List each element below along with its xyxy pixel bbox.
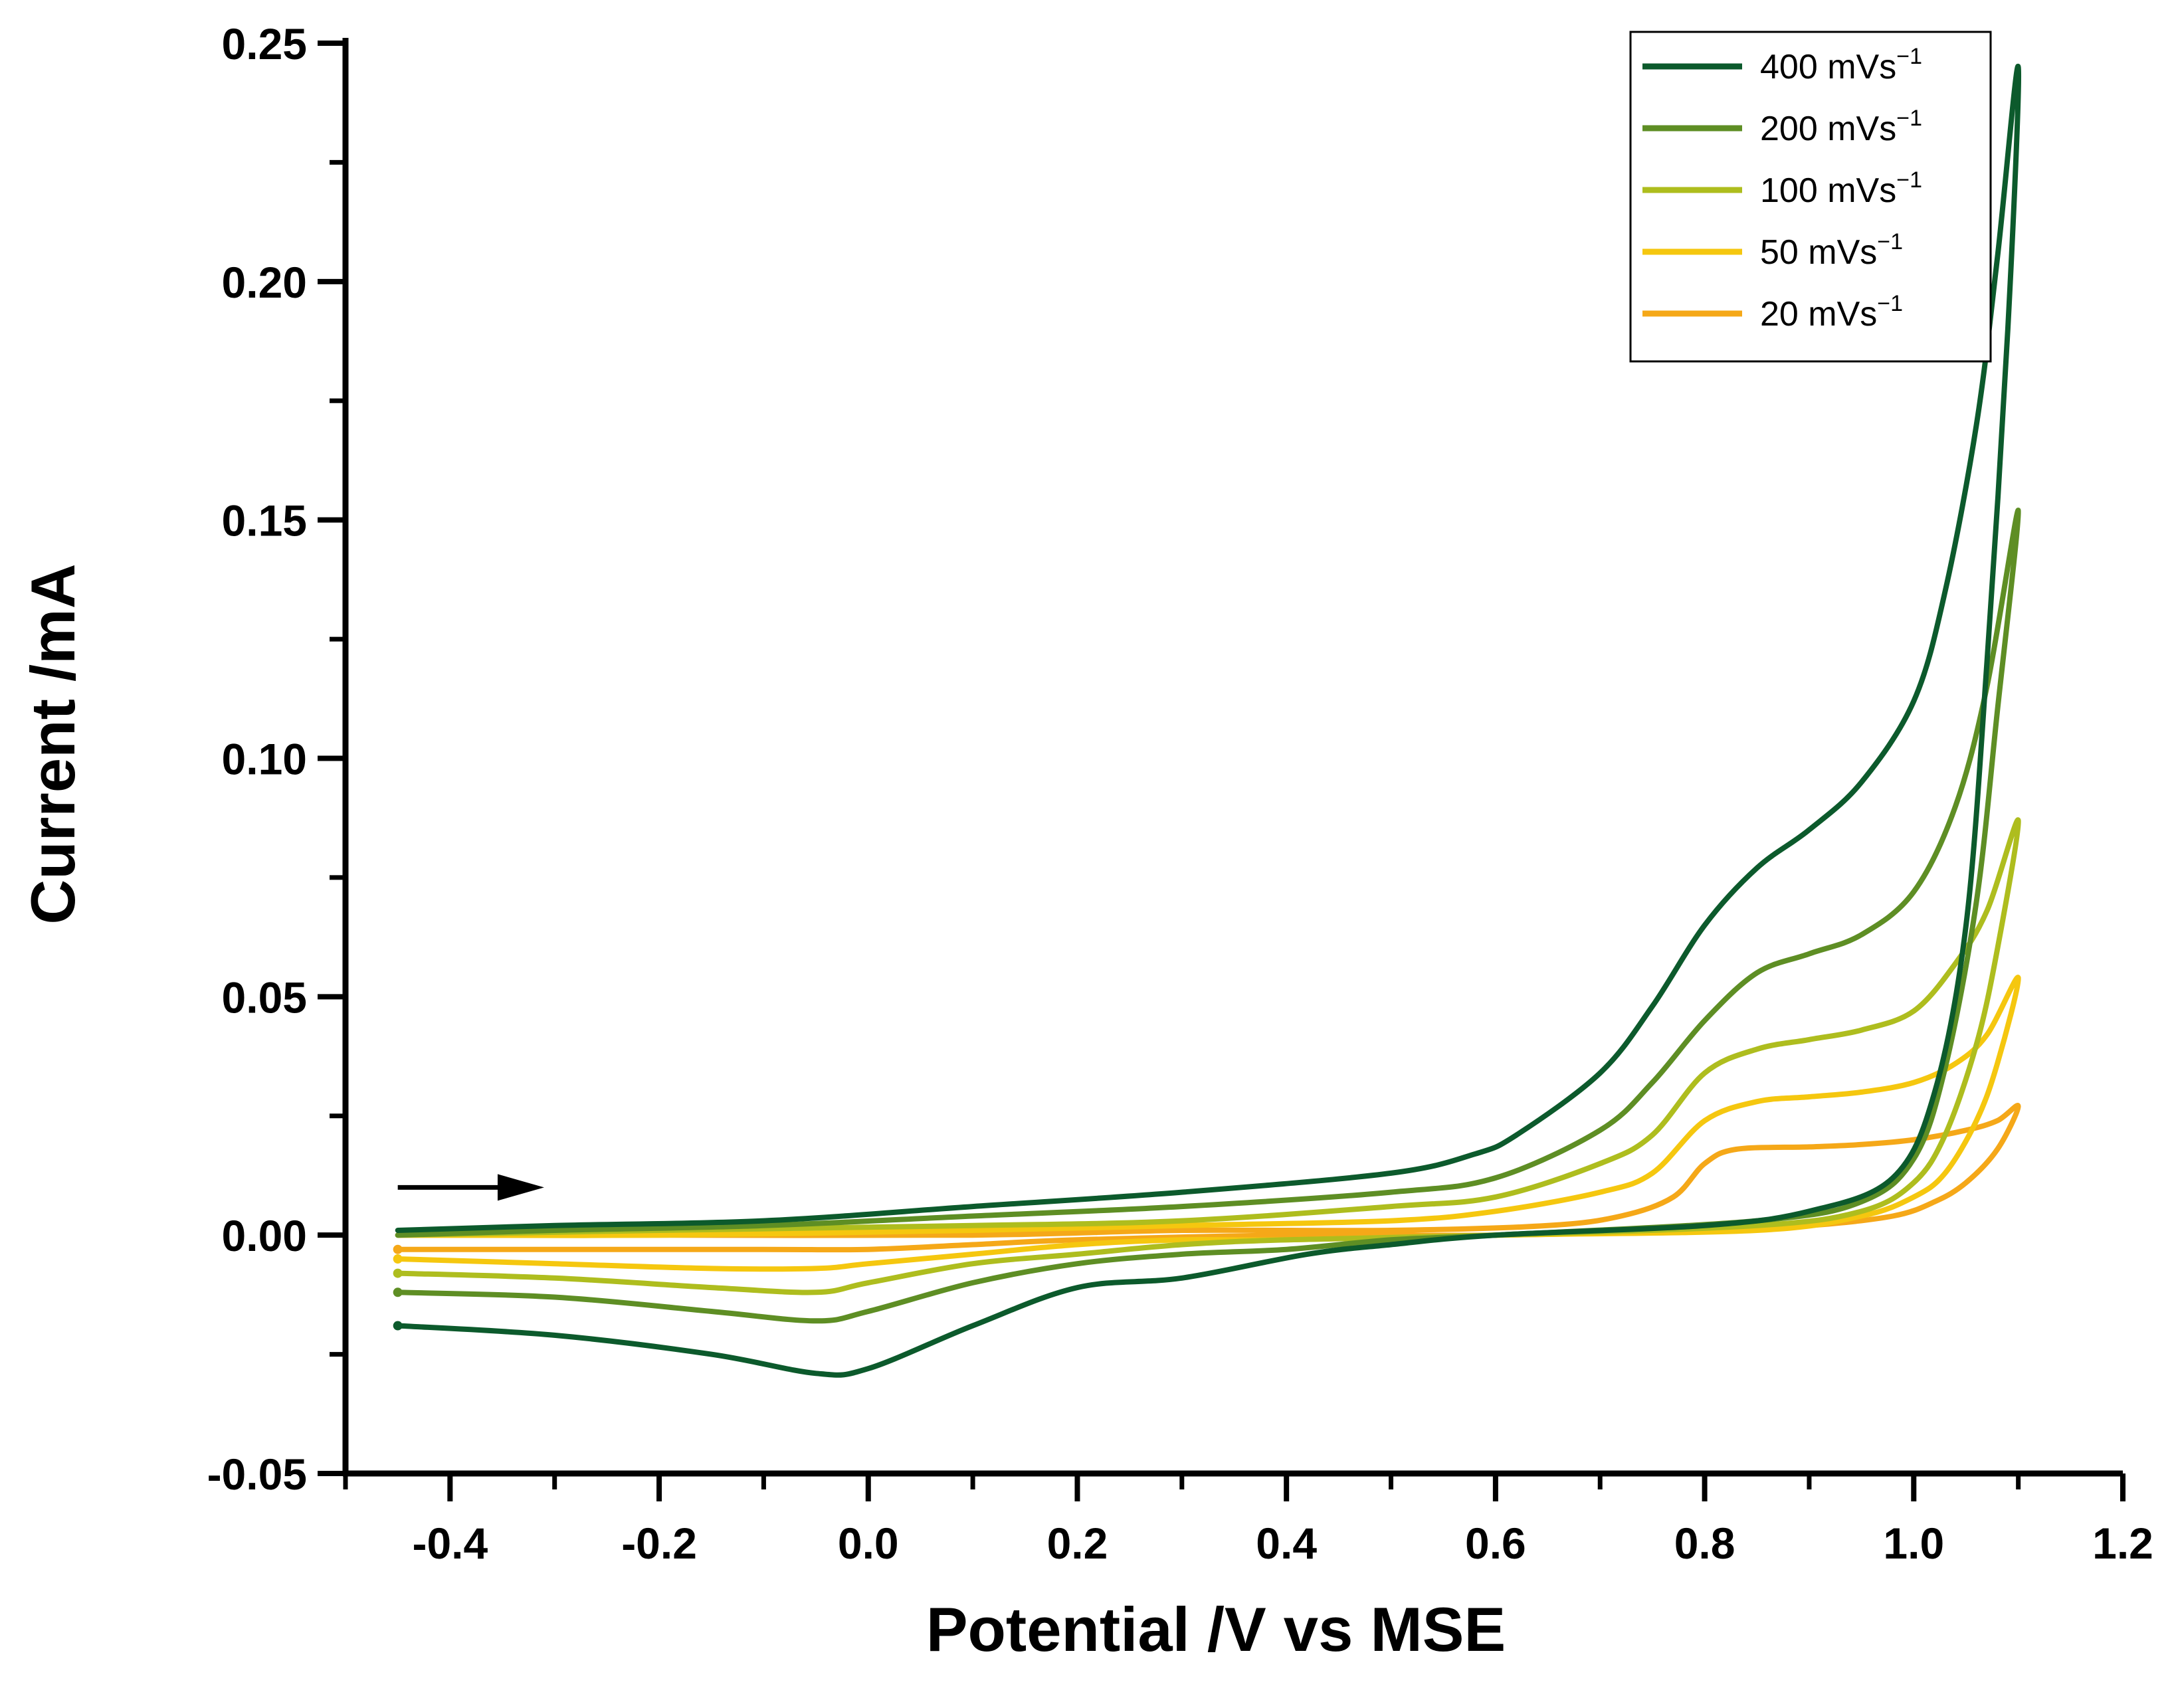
legend-label-superscript: −1 xyxy=(1877,229,1903,254)
legend-label-20-mvs: 20 mVs−1 xyxy=(1760,291,1903,333)
series-endpoint-50-mvs xyxy=(393,1254,403,1264)
x-tick-label: 0.6 xyxy=(1465,1519,1526,1568)
y-tick-label: 0.25 xyxy=(222,19,307,68)
legend-label-superscript: −1 xyxy=(1896,167,1922,193)
x-tick-label: 0.8 xyxy=(1674,1519,1735,1568)
y-tick-label: 0.20 xyxy=(222,258,307,307)
series-endpoint-400-mvs xyxy=(393,1321,403,1331)
legend-label-200-mvs: 200 mVs−1 xyxy=(1760,106,1922,148)
x-tick-label: -0.4 xyxy=(412,1519,488,1568)
x-tick-label: -0.2 xyxy=(621,1519,697,1568)
annotation-group xyxy=(397,1174,544,1201)
legend-label-50-mvs: 50 mVs−1 xyxy=(1760,229,1903,272)
series-line-200-mvs xyxy=(395,508,2021,1324)
series-line-50-mvs xyxy=(395,975,2021,1272)
y-axis-title: Current /mA xyxy=(18,563,88,924)
y-tick-label: 0.10 xyxy=(222,735,307,784)
y-tick-label: 0.00 xyxy=(222,1211,307,1260)
legend-label-text: 20 mVs xyxy=(1760,295,1877,333)
x-tick-label: 0.4 xyxy=(1256,1519,1317,1568)
direction-arrow-icon xyxy=(497,1174,544,1201)
legend-label-400-mvs: 400 mVs−1 xyxy=(1760,44,1922,86)
series-endpoint-20-mvs xyxy=(393,1244,403,1254)
series-group xyxy=(393,63,2022,1378)
series-line-100-mvs xyxy=(395,817,2021,1295)
x-tick-label: 1.0 xyxy=(1883,1519,1944,1568)
series-line-400-mvs xyxy=(395,63,2022,1378)
series-endpoint-200-mvs xyxy=(393,1287,403,1297)
legend-label-text: 200 mVs xyxy=(1760,110,1896,148)
legend-label-text: 400 mVs xyxy=(1760,48,1896,86)
y-tick-label: 0.05 xyxy=(222,973,307,1022)
legend-label-superscript: −1 xyxy=(1896,44,1922,69)
series-endpoint-100-mvs xyxy=(393,1268,403,1278)
x-axis-title: Potential /V vs MSE xyxy=(926,1594,1506,1664)
axes: -0.4 -0.2 0.0 0.2 0.4 0.6 0.8 1.0 1.2 -0.05 0.00 0.… xyxy=(207,19,2153,1568)
series-line-20-mvs xyxy=(395,1103,2021,1253)
y-tick-label: 0.15 xyxy=(222,496,307,545)
legend-label-text: 50 mVs xyxy=(1760,233,1877,272)
x-tick-label: 1.2 xyxy=(2092,1519,2153,1568)
x-tick-label: 0.2 xyxy=(1047,1519,1108,1568)
x-tick-label: 0.0 xyxy=(838,1519,899,1568)
legend-label-text: 100 mVs xyxy=(1760,171,1896,210)
legend-label-superscript: −1 xyxy=(1877,291,1903,316)
legend-label-100-mvs: 100 mVs−1 xyxy=(1760,167,1922,210)
y-tick-label: -0.05 xyxy=(207,1450,307,1499)
legend-label-superscript: −1 xyxy=(1896,106,1922,131)
legend-box xyxy=(1629,31,1992,363)
